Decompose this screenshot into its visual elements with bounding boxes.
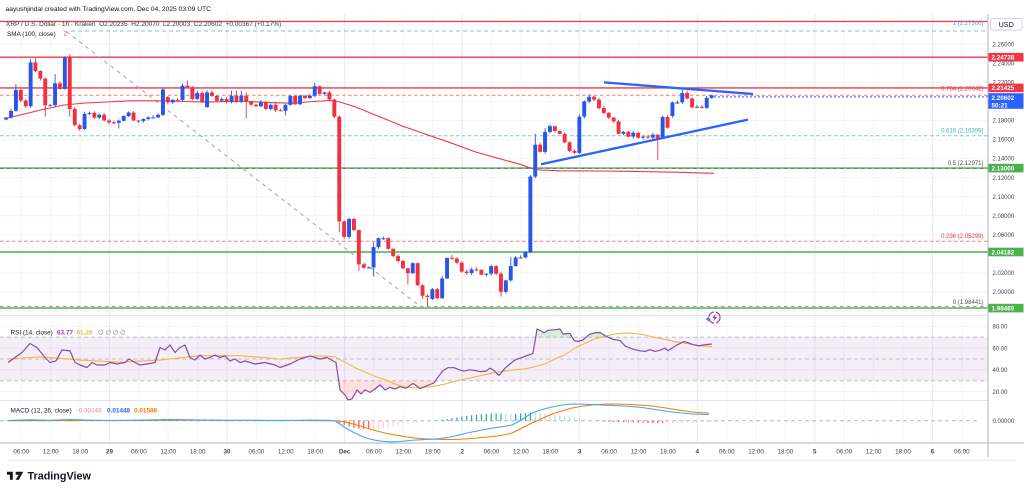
svg-text:2.24000: 2.24000 — [993, 62, 1015, 68]
svg-text:aayushjindal created with Trad: aayushjindal created with TradingView.co… — [6, 6, 212, 13]
svg-text:TradingView: TradingView — [28, 470, 92, 482]
svg-text:06:00: 06:00 — [366, 448, 382, 455]
svg-text:2.12000: 2.12000 — [993, 176, 1015, 182]
svg-text:6: 6 — [931, 448, 935, 455]
svg-text:Dec: Dec — [339, 448, 351, 455]
svg-text:61.26: 61.26 — [77, 330, 93, 337]
svg-text:2: 2 — [64, 31, 68, 38]
svg-text:50:21: 50:21 — [992, 102, 1009, 109]
svg-text:XRP / U.S. Dollar · 1h · Krake: XRP / U.S. Dollar · 1h · Kraken O2.20235… — [6, 21, 281, 28]
svg-text:06:00: 06:00 — [954, 448, 970, 455]
svg-text:18:00: 18:00 — [542, 448, 558, 455]
svg-text:USD: USD — [999, 20, 1014, 29]
svg-text:2.04182: 2.04182 — [992, 249, 1015, 256]
svg-text:06:00: 06:00 — [13, 448, 29, 455]
svg-text:12:00: 12:00 — [631, 448, 647, 455]
svg-text:MACD (12, 26, close): MACD (12, 26, close) — [11, 407, 72, 414]
svg-text:12:00: 12:00 — [396, 448, 412, 455]
svg-text:SMA (100, close): SMA (100, close) — [7, 31, 56, 38]
svg-text:20.00: 20.00 — [993, 390, 1009, 396]
svg-text:18:00: 18:00 — [72, 448, 88, 455]
svg-text:63.77: 63.77 — [57, 330, 73, 337]
svg-text:0.01448: 0.01448 — [107, 407, 131, 414]
svg-text:2.21425: 2.21425 — [992, 85, 1015, 92]
svg-text:0.236 (2.05299): 0.236 (2.05299) — [941, 234, 983, 240]
svg-text:2.24738: 2.24738 — [992, 55, 1015, 62]
svg-text:12:00: 12:00 — [43, 448, 59, 455]
svg-text:12:00: 12:00 — [748, 448, 764, 455]
svg-text:2.02000: 2.02000 — [993, 271, 1015, 277]
svg-text:2.26000: 2.26000 — [993, 43, 1015, 49]
svg-text:06:00: 06:00 — [131, 448, 147, 455]
svg-text:12:00: 12:00 — [160, 448, 176, 455]
svg-text:18:00: 18:00 — [778, 448, 794, 455]
svg-text:2.08000: 2.08000 — [993, 214, 1015, 220]
svg-text:29: 29 — [106, 448, 114, 455]
svg-text:06:00: 06:00 — [484, 448, 500, 455]
svg-text:0.00000: 0.00000 — [993, 419, 1015, 425]
svg-text:60.00: 60.00 — [993, 346, 1009, 352]
svg-text:2.06000: 2.06000 — [993, 233, 1015, 239]
svg-text:2: 2 — [460, 448, 464, 455]
svg-text:12:00: 12:00 — [278, 448, 294, 455]
svg-text:18:00: 18:00 — [895, 448, 911, 455]
svg-text:18:00: 18:00 — [425, 448, 441, 455]
svg-text:0.764 (2.20642): 0.764 (2.20642) — [941, 87, 983, 93]
svg-text:06:00: 06:00 — [601, 448, 617, 455]
svg-text:30: 30 — [223, 448, 231, 455]
svg-text:12:00: 12:00 — [513, 448, 529, 455]
svg-text:12:00: 12:00 — [866, 448, 882, 455]
svg-text:5: 5 — [813, 448, 817, 455]
svg-text:40.00: 40.00 — [993, 368, 1009, 374]
svg-text:1.98469: 1.98469 — [992, 305, 1015, 312]
svg-text:4: 4 — [696, 448, 700, 455]
svg-text:3: 3 — [578, 448, 582, 455]
svg-text:06:00: 06:00 — [249, 448, 265, 455]
svg-text:06:00: 06:00 — [836, 448, 852, 455]
svg-text:1 (2.27300): 1 (2.27300) — [953, 21, 984, 27]
svg-text:∅ ∅ ∅ ∅: ∅ ∅ ∅ ∅ — [98, 330, 126, 337]
svg-text:2.13000: 2.13000 — [992, 165, 1015, 172]
svg-text:18:00: 18:00 — [660, 448, 676, 455]
svg-text:RSI (14, close): RSI (14, close) — [11, 330, 53, 337]
svg-text:0 (1.98441): 0 (1.98441) — [953, 300, 984, 306]
svg-text:2.18000: 2.18000 — [993, 119, 1015, 125]
svg-text:2.14000: 2.14000 — [993, 157, 1015, 163]
svg-text:80.00: 80.00 — [993, 325, 1009, 331]
svg-text:06:00: 06:00 — [719, 448, 735, 455]
svg-text:2.00000: 2.00000 — [993, 290, 1015, 296]
svg-text:2.20602: 2.20602 — [992, 95, 1015, 102]
svg-text:-0.00140: -0.00140 — [77, 407, 103, 414]
svg-text:2.10000: 2.10000 — [993, 195, 1015, 201]
svg-text:18:00: 18:00 — [190, 448, 206, 455]
svg-text:0.618 (2.16399): 0.618 (2.16399) — [941, 128, 983, 134]
svg-text:0.01588: 0.01588 — [134, 407, 158, 414]
svg-text:2.16000: 2.16000 — [993, 138, 1015, 144]
svg-text:18:00: 18:00 — [307, 448, 323, 455]
svg-text:0.5 (2.12971): 0.5 (2.12971) — [948, 161, 984, 167]
